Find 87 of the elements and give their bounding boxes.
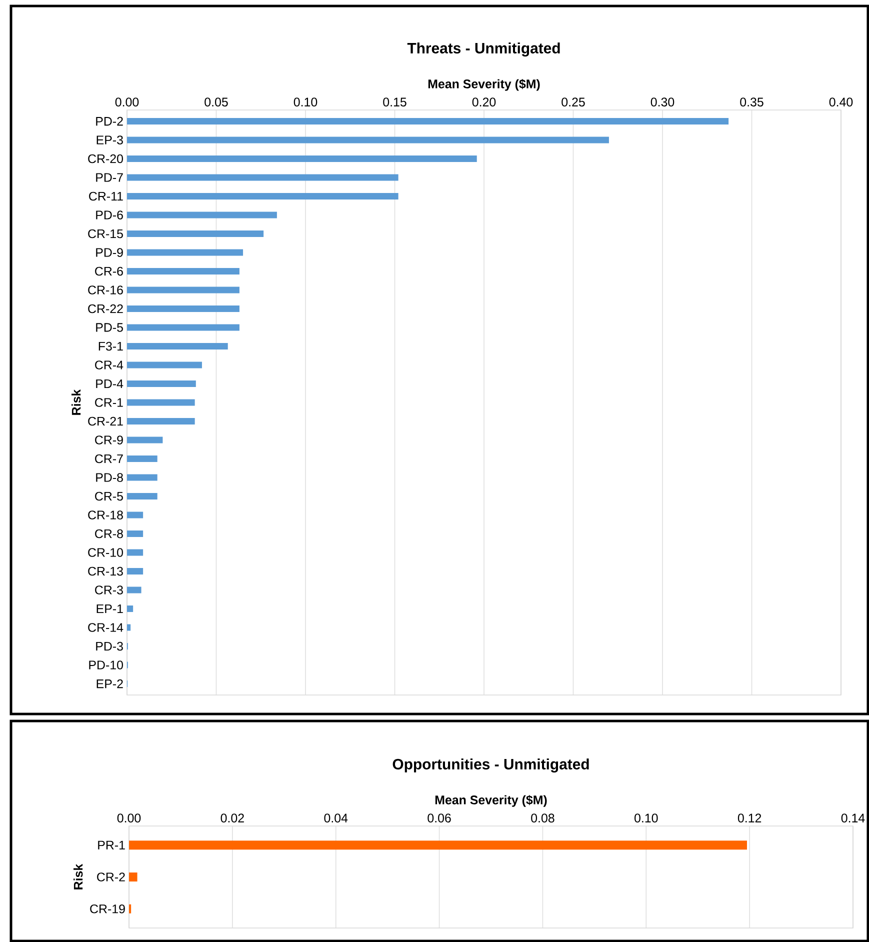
y-tick-label: CR-6: [95, 266, 123, 276]
bar: [127, 512, 144, 518]
chart-title: Threats - Unmitigated: [407, 42, 560, 56]
x-tick-label: 0.40: [829, 98, 853, 106]
x-tick-label: 0.08: [531, 814, 554, 822]
y-tick-label: CR-3: [95, 586, 123, 594]
bar: [127, 212, 277, 218]
bar: [127, 136, 609, 144]
bar: [127, 155, 477, 162]
y-tick-label: CR-21: [88, 416, 123, 426]
bar: [127, 118, 729, 124]
y-tick-label: CR-8: [95, 529, 123, 538]
y-tick-label: PR-1: [98, 840, 125, 850]
bar: [127, 399, 195, 406]
x-tick-label: 0.10: [294, 98, 318, 106]
y-tick-label: CR-15: [88, 229, 123, 238]
bar: [127, 362, 202, 368]
y-tick-label: CR-18: [88, 510, 123, 520]
bar: [127, 305, 240, 312]
y-tick-label: PD-9: [96, 248, 123, 257]
x-tick-label: 0.15: [383, 98, 406, 106]
x-tick-label: 0.35: [740, 98, 764, 106]
y-tick-label: CR-16: [88, 286, 123, 294]
y-tick-label: PD-8: [96, 473, 123, 482]
x-tick-label: 0.02: [220, 814, 244, 822]
bar: [127, 530, 144, 537]
x-tick-label: 0.00: [115, 98, 139, 106]
x-tick-label: 0.06: [428, 814, 451, 822]
y-tick-label: F3-1: [98, 342, 123, 351]
x-axis-title: Mean Severity ($M): [428, 78, 540, 91]
bar: [127, 418, 195, 424]
y-tick-label: CR-13: [88, 566, 123, 576]
y-tick-label: PD-2: [96, 116, 123, 126]
chart-title: Opportunities - Unmitigated: [392, 758, 589, 773]
y-tick-label: PD-10: [89, 660, 123, 670]
x-tick-label: 0.04: [324, 814, 348, 822]
x-axis-title: Mean Severity ($M): [435, 794, 547, 807]
y-axis-title: Risk: [74, 864, 83, 890]
x-tick-label: 0.00: [117, 814, 141, 822]
x-tick-label: 0.05: [204, 98, 228, 106]
bar: [129, 872, 138, 882]
y-tick-label: EP-2: [96, 679, 123, 688]
bar: [127, 436, 163, 444]
y-tick-label: CR-5: [95, 492, 123, 501]
y-tick-label: CR-22: [88, 304, 123, 314]
y-tick-label: CR-10: [88, 548, 123, 557]
y-tick-label: CR-19: [90, 904, 125, 914]
y-tick-label: CR-1: [95, 398, 123, 407]
bar: [127, 268, 240, 274]
x-tick-label: 0.10: [634, 814, 658, 822]
bar: [127, 324, 240, 331]
y-tick-label: EP-3: [96, 136, 123, 144]
y-tick-label: PD-3: [96, 642, 123, 651]
y-tick-label: PD-4: [96, 379, 124, 388]
y-tick-label: PD-7: [96, 173, 123, 182]
y-tick-label: CR-7: [95, 454, 123, 464]
y-tick-label: EP-1: [96, 604, 123, 614]
x-tick-label: 0.14: [841, 814, 865, 822]
y-tick-label: PD-6: [96, 210, 123, 220]
y-tick-label: CR-20: [88, 154, 123, 164]
x-tick-label: 0.30: [650, 98, 674, 106]
bar: [127, 380, 196, 387]
bar: [127, 492, 158, 500]
bar: [127, 568, 144, 574]
x-tick-label: 0.20: [472, 98, 496, 106]
bar: [127, 192, 398, 200]
bar: [127, 174, 398, 181]
y-tick-label: CR-4: [95, 360, 124, 370]
y-tick-label: CR-2: [97, 872, 125, 882]
bar: [127, 455, 158, 462]
y-tick-label: PD-5: [96, 323, 123, 332]
x-tick-label: 0.25: [562, 98, 585, 106]
bar: [127, 605, 134, 612]
bar: [127, 624, 131, 631]
x-tick-label: 0.12: [738, 814, 762, 822]
y-tick-label: CR-9: [95, 436, 123, 444]
y-tick-label: CR-11: [89, 192, 123, 201]
bar: [129, 840, 747, 850]
bar: [127, 586, 142, 594]
bar: [127, 549, 144, 556]
bar: [127, 474, 158, 481]
bar: [127, 249, 244, 256]
y-tick-label: CR-14: [88, 623, 124, 632]
y-axis-title: Risk: [72, 389, 81, 415]
bar: [127, 342, 228, 350]
bar: [127, 286, 240, 294]
bar: [127, 230, 264, 237]
